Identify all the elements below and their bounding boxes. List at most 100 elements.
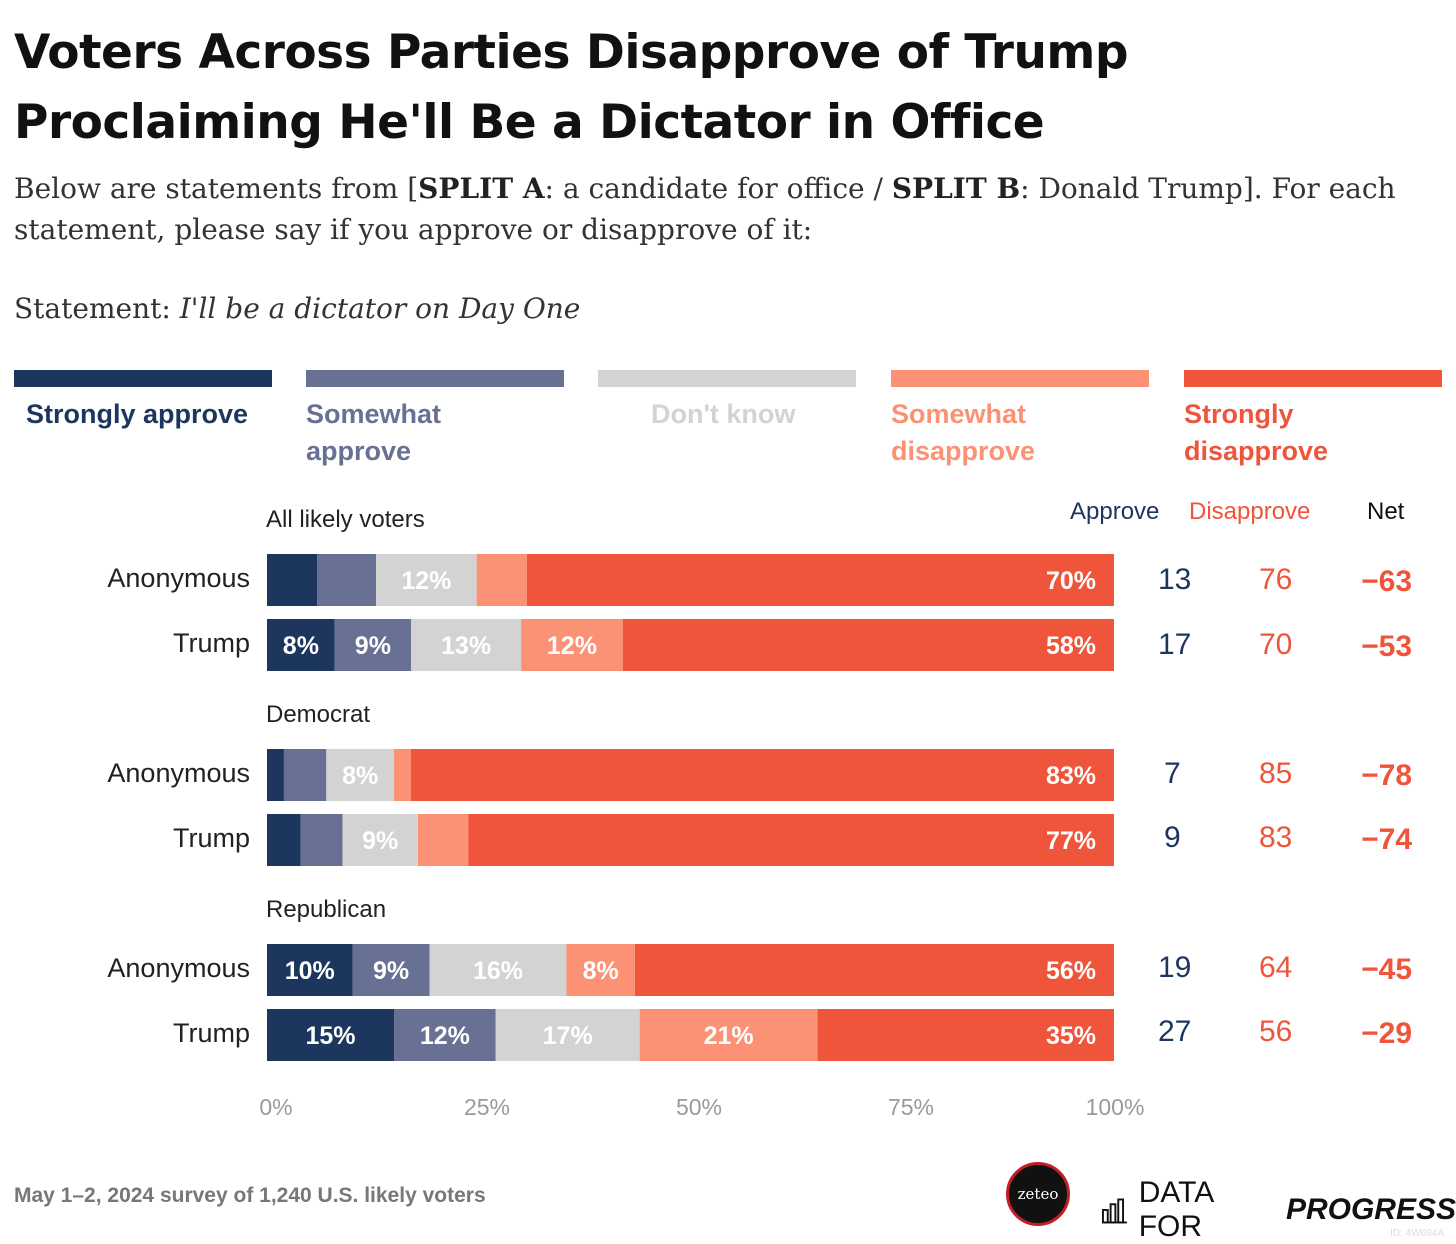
bar-segment-dont-know — [342, 814, 418, 866]
bar-data-label: 13% — [441, 632, 491, 660]
subtitle-split-b: SPLIT B — [891, 172, 1021, 205]
bar-segment-strongly-disapprove — [526, 554, 1114, 606]
column-header-approve: Approve — [1070, 498, 1160, 525]
legend-label: Strongly disapprove — [1184, 399, 1329, 466]
legend-label: Strongly approve — [26, 399, 249, 429]
data-for-progress-logo: DATA FOR PROGRESS — [1102, 1176, 1456, 1244]
legend-swatch — [598, 370, 856, 387]
approve-value: 13 — [1158, 563, 1192, 596]
bar-segment-strongly-approve — [267, 554, 318, 606]
net-value: −45 — [1361, 953, 1412, 986]
net-value: −53 — [1361, 630, 1412, 663]
subtitle-pre: Below are statements from [ — [14, 172, 419, 205]
bar-chart-icon — [1102, 1198, 1127, 1224]
bar-data-label: 12% — [401, 567, 451, 595]
statement-text: I'll be a dictator on Day One — [179, 292, 581, 325]
disapprove-value: 64 — [1259, 951, 1293, 984]
group-label: All likely voters — [266, 506, 425, 533]
bar-segment-somewhat-approve — [352, 944, 430, 996]
x-tick-label: 50% — [675, 1094, 723, 1120]
bar-segment-dont-know — [376, 554, 477, 606]
chart-id: ID: 4W694A — [1390, 1228, 1444, 1239]
bar-data-label: 16% — [473, 957, 523, 985]
legend-label: Somewhat disapprove — [891, 399, 1036, 466]
bar-data-label: 8% — [342, 762, 378, 790]
row-label: Trump — [172, 823, 250, 853]
legend-item-strongly-disapprove: Strongly disapprove — [1184, 370, 1442, 470]
legend-item-somewhat-approve: Somewhat approve — [306, 370, 564, 470]
column-header-net: Net — [1367, 498, 1405, 525]
x-tick-label: 100% — [1085, 1094, 1145, 1120]
statement-label: Statement: — [14, 292, 180, 325]
net-value: −78 — [1361, 759, 1412, 792]
net-value: −29 — [1361, 1017, 1412, 1050]
net-value: −63 — [1361, 565, 1412, 598]
bar-segment-somewhat-disapprove — [566, 944, 635, 996]
bar-segment-somewhat-approve — [334, 619, 411, 671]
bar-segment-dont-know — [410, 619, 522, 671]
bar-segment-strongly-approve — [267, 1009, 395, 1061]
row-label: Trump — [172, 628, 250, 658]
column-header-disapprove: Disapprove — [1189, 498, 1311, 525]
bar-data-label: 12% — [547, 632, 597, 660]
x-tick-label: 0% — [259, 1094, 293, 1120]
dfp-regular-text: DATA FOR — [1138, 1176, 1213, 1243]
bar-data-label: 83% — [1046, 762, 1096, 790]
approve-value: 7 — [1164, 757, 1181, 790]
bar-segment-somewhat-approve — [300, 814, 343, 866]
bar-segment-somewhat-disapprove — [394, 749, 411, 801]
bar-data-label: 9% — [355, 632, 391, 660]
bar-segment-somewhat-disapprove — [521, 619, 623, 671]
legend-swatch — [14, 370, 272, 387]
bar-data-label: 8% — [283, 632, 319, 660]
subtitle-mid-1: : a candidate for office / — [544, 172, 892, 205]
group-label: Democrat — [266, 701, 371, 728]
row-label: Anonymous — [107, 758, 250, 788]
legend-swatch — [1184, 370, 1442, 387]
net-value: −74 — [1361, 823, 1412, 856]
bar-data-label: 70% — [1046, 567, 1096, 595]
dfp-emphasis-text: PROGRESS — [1285, 1193, 1456, 1226]
bar-data-label: 9% — [362, 827, 398, 855]
legend-swatch — [891, 370, 1149, 387]
bar-data-label: 35% — [1046, 1022, 1096, 1050]
legend-swatch — [306, 370, 564, 387]
approve-value: 27 — [1158, 1015, 1192, 1048]
bar-data-label: 77% — [1046, 827, 1096, 855]
approve-value: 9 — [1164, 821, 1181, 854]
legend-item-somewhat-disapprove: Somewhat disapprove — [891, 370, 1149, 470]
row-label: Trump — [172, 1018, 250, 1048]
row-label: Anonymous — [107, 563, 250, 593]
legend-label: Don't know — [651, 399, 796, 429]
disapprove-value: 76 — [1259, 563, 1293, 596]
row-label: Anonymous — [107, 953, 250, 983]
subtitle-mid-2: : Donald Trump]. For each statement, ple… — [14, 172, 1396, 246]
approve-value: 17 — [1158, 628, 1192, 661]
bar-data-label: 12% — [420, 1022, 470, 1050]
bar-segment-strongly-disapprove — [634, 944, 1114, 996]
bar-segment-dont-know — [429, 944, 567, 996]
bar-segment-dont-know — [326, 749, 395, 801]
bar-segment-strongly-disapprove — [622, 619, 1114, 671]
disapprove-value: 56 — [1259, 1015, 1293, 1048]
bar-segment-somewhat-approve — [394, 1009, 496, 1061]
bar-data-label: 9% — [373, 957, 409, 985]
bar-segment-strongly-disapprove — [468, 814, 1114, 866]
bar-data-label: 56% — [1046, 957, 1096, 985]
statement: Statement: I'll be a dictator on Day One — [14, 290, 580, 328]
chart-subtitle: Below are statements from [SPLIT A: a ca… — [14, 168, 1434, 250]
legend-item-strongly-approve: Strongly approve — [14, 370, 272, 433]
footer-source-note: May 1–2, 2024 survey of 1,240 U.S. likel… — [14, 1184, 486, 1207]
approve-value: 19 — [1158, 951, 1192, 984]
bar-segment-somewhat-disapprove — [639, 1009, 818, 1061]
bar-segment-somewhat-approve — [283, 749, 327, 801]
chart-title: Voters Across Parties Disapprove of Trum… — [14, 18, 1434, 158]
bar-data-label: 8% — [583, 957, 619, 985]
bar-segment-strongly-approve — [267, 814, 301, 866]
bar-segment-somewhat-disapprove — [417, 814, 469, 866]
zeteo-logo: zeteo — [1006, 1162, 1070, 1226]
bar-data-label: 17% — [543, 1022, 593, 1050]
disapprove-value: 83 — [1259, 821, 1293, 854]
bar-segment-dont-know — [495, 1009, 640, 1061]
disapprove-value: 70 — [1259, 628, 1293, 661]
